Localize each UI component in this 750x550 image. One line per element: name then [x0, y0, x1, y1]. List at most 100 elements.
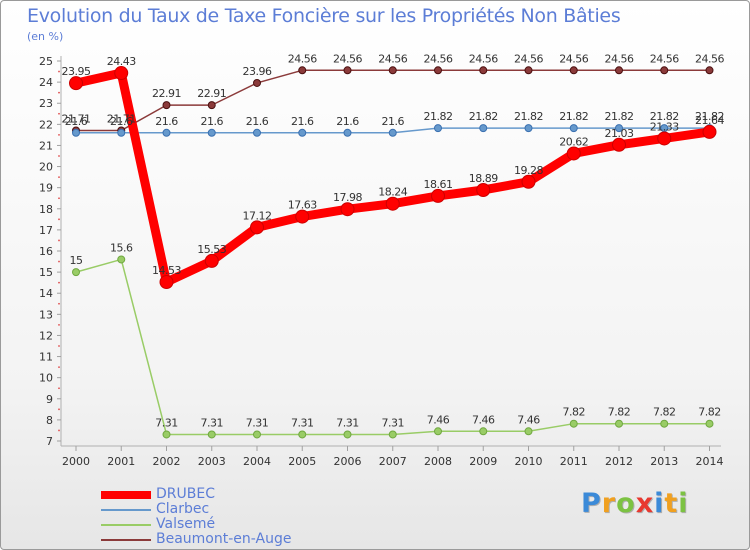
data-point — [204, 253, 219, 268]
data-point — [207, 430, 216, 439]
y-minor-tick — [58, 260, 60, 263]
x-tick-label: 2013 — [650, 455, 678, 468]
x-tick-label: 2010 — [515, 455, 543, 468]
data-label: 24.56 — [378, 52, 407, 65]
y-minor-tick — [58, 387, 60, 390]
logo-letter: P — [581, 488, 602, 519]
data-point — [569, 66, 578, 75]
legend-swatch — [101, 538, 151, 541]
logo-letter: o — [616, 488, 636, 519]
data-point — [385, 196, 400, 211]
y-minor-tick — [58, 112, 60, 115]
data-label: 21.6 — [246, 115, 269, 128]
data-point — [434, 427, 442, 436]
data-label: 24.56 — [559, 52, 588, 65]
data-label: 24.56 — [514, 52, 543, 65]
data-point — [705, 66, 714, 75]
data-label: 21.33 — [650, 120, 679, 133]
y-minor-tick — [58, 366, 60, 369]
x-tick-label: 2007 — [379, 455, 407, 468]
y-tick-label: 16 — [39, 245, 53, 258]
y-minor-tick — [58, 323, 60, 326]
data-label: 21.71 — [107, 112, 136, 125]
data-point — [521, 174, 536, 189]
data-point — [343, 430, 352, 439]
data-point — [524, 124, 533, 133]
data-point — [117, 255, 126, 264]
data-point — [612, 137, 626, 152]
y-minor-tick — [58, 70, 60, 73]
y-tick-label: 17 — [39, 224, 53, 237]
data-point — [705, 419, 714, 428]
data-point — [253, 78, 261, 87]
data-point — [340, 202, 355, 217]
data-point — [117, 128, 126, 137]
data-label: 24.56 — [605, 52, 634, 65]
data-label: 7.31 — [291, 416, 314, 429]
y-tick-label: 18 — [39, 203, 53, 216]
data-label: 7.82 — [698, 406, 721, 419]
y-tick-label: 25 — [39, 55, 53, 68]
data-point — [298, 66, 307, 75]
data-point — [162, 430, 171, 439]
logo-letter: x — [635, 488, 655, 519]
data-label: 15.53 — [197, 243, 226, 256]
data-label: 21.6 — [155, 115, 178, 128]
data-point — [114, 66, 129, 81]
data-label: 22.91 — [197, 87, 226, 100]
data-point — [162, 101, 171, 110]
data-label: 20.62 — [559, 135, 588, 148]
data-point — [569, 124, 578, 133]
data-label: 19.28 — [514, 164, 543, 177]
data-label: 24.56 — [288, 52, 317, 65]
data-label: 7.31 — [382, 416, 405, 429]
legend-swatch — [101, 490, 151, 499]
y-minor-tick — [58, 408, 60, 411]
data-point — [207, 128, 216, 137]
x-tick-label: 2002 — [153, 455, 181, 468]
y-tick-label: 14 — [39, 287, 53, 300]
chart-title: Evolution du Taux de Taxe Foncière sur l… — [27, 5, 621, 27]
logo-letter: i — [678, 488, 689, 519]
data-label: 21.6 — [65, 115, 88, 128]
x-tick-label: 2009 — [469, 455, 497, 468]
legend-swatch — [101, 523, 151, 526]
data-label: 21.6 — [382, 115, 405, 128]
data-label: 22.91 — [152, 87, 181, 100]
data-point — [657, 131, 672, 146]
x-tick-label: 2008 — [424, 455, 452, 468]
legend-label: Valsemé — [156, 516, 216, 532]
data-label: 24.56 — [650, 52, 679, 65]
data-label: 21.82 — [650, 110, 679, 123]
data-label: 7.46 — [517, 413, 540, 426]
data-label: 21.71 — [62, 112, 91, 125]
legend: DRUBEC Clarbec Valsemé Beaumont-en-Auge — [101, 487, 291, 547]
proxiti-logo: Proxiti — [581, 488, 689, 519]
y-tick-label: 11 — [39, 351, 53, 364]
y-minor-tick — [58, 239, 60, 242]
data-label: 17.63 — [288, 199, 317, 212]
data-label: 7.46 — [472, 413, 495, 426]
data-point — [566, 146, 581, 161]
x-tick-label: 2011 — [560, 455, 588, 468]
legend-label: Beaumont-en-Auge — [156, 531, 292, 547]
x-tick-label: 2014 — [696, 455, 724, 468]
data-point — [479, 427, 488, 436]
data-point — [72, 268, 80, 277]
legend-item: Beaumont-en-Auge — [101, 532, 291, 547]
data-point — [250, 220, 264, 235]
data-point — [524, 427, 533, 436]
data-point — [479, 66, 488, 75]
data-label: 24.43 — [107, 55, 136, 68]
y-minor-tick — [58, 218, 60, 221]
y-tick-label: 19 — [39, 182, 53, 195]
data-point — [615, 66, 623, 75]
data-point — [72, 128, 80, 137]
data-point — [162, 128, 171, 137]
y-tick-label: 21 — [39, 139, 53, 152]
data-label: 18.24 — [378, 186, 407, 199]
y-tick-label: 20 — [39, 161, 53, 174]
data-point — [660, 419, 669, 428]
data-label: 21.82 — [559, 110, 588, 123]
